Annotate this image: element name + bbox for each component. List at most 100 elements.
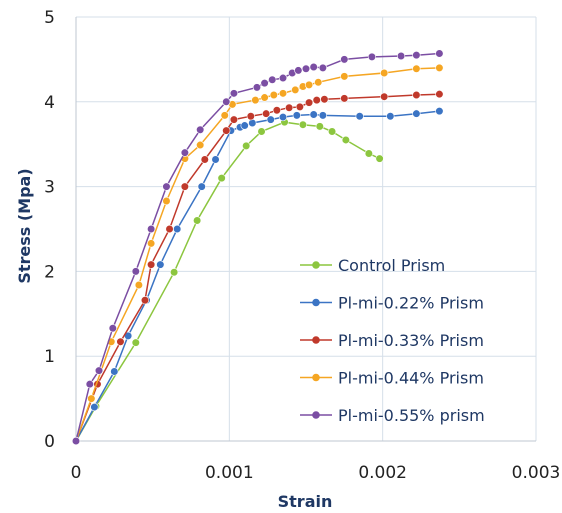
legend-item: Control Prism	[300, 256, 445, 275]
data-point	[257, 127, 266, 136]
series-3	[71, 90, 444, 446]
data-point	[301, 64, 311, 73]
data-point	[131, 338, 140, 347]
data-point	[340, 72, 349, 81]
series-2	[71, 107, 444, 446]
data-point	[165, 224, 174, 234]
data-point	[156, 260, 165, 269]
data-point	[340, 55, 349, 64]
legend-label: Pl-mi-0.22% Prism	[338, 294, 484, 313]
legend-item: Pl-mi-0.55% prism	[300, 406, 485, 425]
legend-label: Pl-mi-0.33% Prism	[338, 331, 484, 350]
data-point	[229, 89, 239, 98]
data-point	[170, 268, 179, 277]
y-tick-label: 5	[44, 8, 55, 28]
legend-item: Pl-mi-0.33% Prism	[300, 331, 484, 350]
data-point	[298, 120, 308, 129]
legend-swatch-marker	[312, 373, 320, 382]
data-point	[294, 66, 303, 75]
data-point	[162, 196, 171, 206]
series-line	[75, 121, 380, 442]
data-point	[193, 216, 202, 225]
legend-item: Pl-mi-0.44% Prism	[300, 369, 484, 388]
data-point	[295, 102, 304, 111]
data-point	[131, 267, 140, 276]
legend-label: Control Prism	[338, 256, 445, 275]
data-point	[364, 149, 373, 158]
data-point	[110, 367, 119, 376]
data-point	[318, 63, 327, 72]
data-point	[196, 140, 205, 150]
x-tick-label: 0.001	[205, 463, 254, 483]
data-point	[229, 115, 239, 124]
y-axis-title: Stress (Mpa)	[15, 168, 34, 283]
data-point	[260, 93, 269, 102]
data-point	[197, 182, 206, 191]
series-1	[71, 118, 384, 446]
data-point	[304, 98, 314, 107]
data-point	[355, 112, 364, 121]
data-point	[318, 111, 327, 120]
data-point	[269, 90, 278, 100]
series-line	[75, 93, 440, 442]
y-tick-label: 3	[44, 178, 55, 198]
data-point	[278, 73, 288, 83]
data-point	[116, 337, 125, 346]
data-point	[412, 64, 421, 73]
data-point	[375, 154, 384, 163]
legend-swatch-marker	[312, 261, 320, 269]
data-point	[380, 68, 389, 78]
legend-swatch-marker	[312, 336, 320, 344]
data-point	[435, 49, 444, 58]
series-4	[71, 63, 444, 446]
data-point	[320, 95, 329, 104]
data-point	[341, 135, 350, 145]
legend-swatch-marker	[312, 298, 320, 307]
data-point	[312, 96, 321, 105]
data-point	[251, 96, 260, 105]
y-tick-label: 2	[44, 262, 55, 282]
data-point	[180, 182, 189, 191]
data-point	[268, 75, 277, 84]
y-tick-label: 1	[44, 347, 55, 367]
data-point	[173, 224, 182, 234]
data-point	[260, 79, 269, 88]
data-point	[278, 112, 288, 122]
data-point	[327, 127, 337, 136]
x-tick-label: 0.003	[512, 463, 561, 483]
data-point	[242, 141, 251, 150]
data-point	[180, 148, 189, 157]
data-point	[386, 112, 395, 121]
data-point	[90, 402, 99, 412]
data-point	[222, 97, 231, 106]
data-point	[272, 106, 281, 115]
data-point	[292, 111, 301, 120]
data-point	[266, 115, 275, 124]
data-point	[222, 126, 231, 135]
data-point	[304, 80, 314, 89]
legend-label: Pl-mi-0.44% Prism	[338, 369, 484, 388]
data-point	[94, 366, 104, 375]
y-axis-ticks: 0 1 2 3 4 5	[44, 8, 55, 452]
data-point	[315, 122, 324, 131]
x-axis-ticks: 0 0.001 0.002 0.003	[71, 463, 561, 483]
data-point	[309, 110, 318, 119]
data-point	[87, 394, 96, 403]
data-point	[211, 155, 220, 164]
data-point	[147, 239, 156, 248]
data-point	[380, 92, 389, 101]
data-point	[314, 78, 323, 87]
y-tick-label: 0	[44, 432, 55, 452]
data-point	[367, 52, 377, 61]
data-point	[435, 63, 444, 72]
data-point	[285, 103, 294, 112]
y-tick-label: 4	[44, 93, 55, 113]
data-point	[309, 62, 318, 72]
data-point	[200, 155, 209, 164]
data-point	[278, 89, 288, 98]
x-axis-title: Strain	[278, 492, 333, 511]
data-point	[147, 224, 156, 234]
data-point	[108, 324, 117, 333]
series-5	[71, 49, 444, 446]
series-layer	[71, 49, 444, 446]
